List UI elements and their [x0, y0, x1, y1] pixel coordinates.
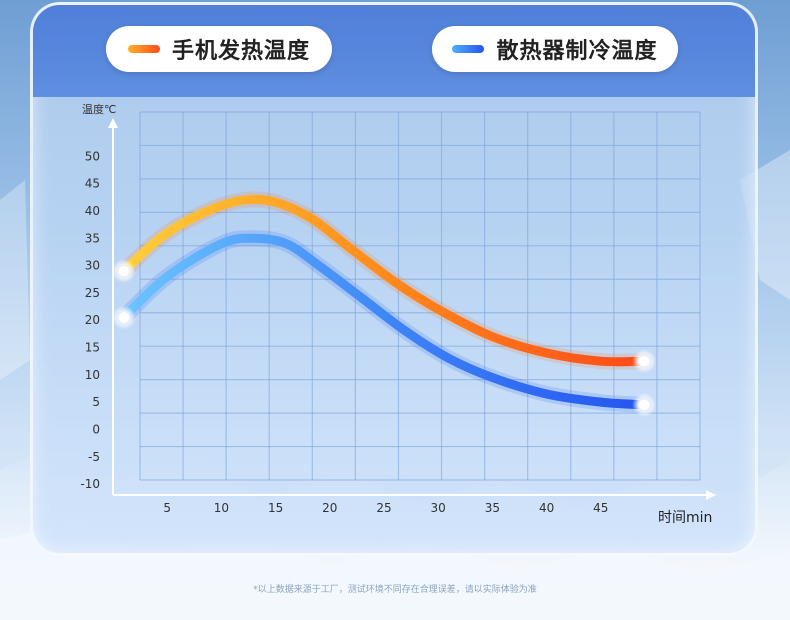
chart-grid: [139, 111, 701, 481]
chart-axes: [108, 118, 716, 500]
y-tick-label: -5: [88, 450, 100, 464]
legend-swatch-orange: [127, 45, 160, 53]
y-tick-label: 15: [85, 341, 100, 355]
y-tick-label: 20: [85, 313, 100, 327]
x-tick-label: 5: [163, 501, 171, 515]
y-tick-label: 0: [92, 422, 100, 436]
footnote: *以上数据来源于工厂，测试环境不同存在合理误差，请以实际体验为准: [253, 585, 537, 595]
legend-item-cooler-temp: 散热器制冷温度: [432, 26, 678, 72]
chart-series: [111, 191, 657, 417]
y-tick-label: 5: [92, 395, 100, 409]
series-line-cooler-temp: [119, 233, 649, 410]
x-tick-label: 40: [539, 501, 554, 515]
y-tick-label: 35: [85, 231, 100, 245]
y-axis-label: 温度℃: [82, 102, 116, 116]
y-tick-label: 50: [85, 149, 100, 163]
x-tick-label: 45: [593, 501, 608, 515]
x-tick-label: 10: [214, 501, 229, 515]
x-tick-label: 20: [322, 501, 337, 515]
x-tick-label: 35: [485, 501, 500, 515]
series-end-point: [637, 354, 651, 368]
y-tick-label: 25: [85, 286, 100, 300]
series-start-point: [117, 264, 131, 278]
x-axis-arrow: [706, 490, 716, 500]
x-axis-label: 时间min: [658, 510, 712, 526]
series-end-point: [637, 398, 651, 412]
series-line-phone-heat: [119, 194, 649, 367]
legend-item-phone-heat: 手机发热温度: [106, 26, 332, 72]
x-tick-label: 30: [431, 501, 446, 515]
x-tick-label: 15: [268, 501, 283, 515]
y-tick-label: -10: [80, 477, 100, 491]
y-axis-arrow: [108, 118, 118, 128]
legend-label: 散热器制冷温度: [496, 39, 658, 64]
y-tick-label: 45: [85, 177, 100, 191]
y-tick-label: 30: [85, 259, 100, 273]
y-tick-label: 40: [85, 204, 100, 218]
series-start-point: [117, 310, 131, 325]
legend-swatch-blue: [452, 45, 485, 53]
legend-label: 手机发热温度: [171, 39, 310, 64]
y-tick-label: 10: [85, 368, 100, 382]
series-line-phone-heat-glow: [115, 191, 653, 370]
x-tick-label: 25: [376, 501, 391, 515]
